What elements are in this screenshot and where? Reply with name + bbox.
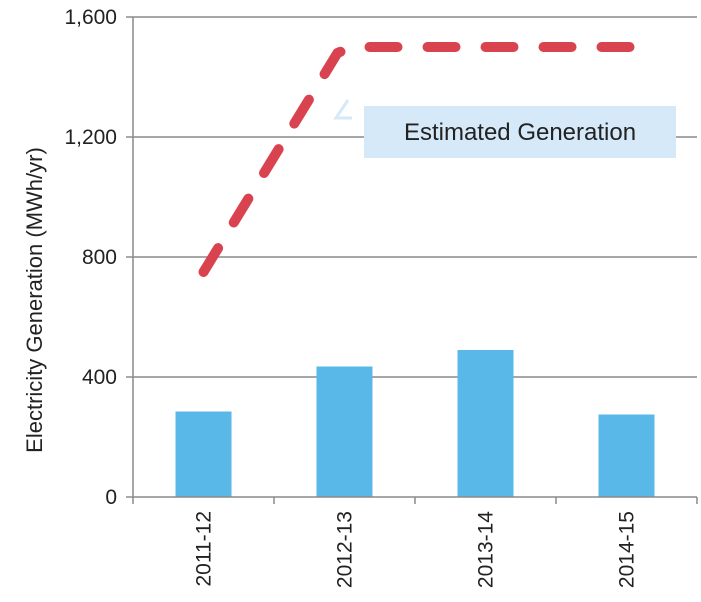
x-tick-label-2: 2013-14	[475, 511, 498, 588]
y-tick-label-4: 1,600	[64, 6, 117, 29]
annotation-label: Estimated Generation	[404, 119, 636, 146]
y-axis-title: Electricity Generation (MWh/yr)	[22, 147, 47, 453]
y-tick-label-1: 400	[82, 366, 117, 389]
bar-2014-15	[598, 414, 655, 497]
annotation-box	[364, 106, 676, 158]
bar-2013-14	[457, 350, 514, 497]
x-tick-label-1: 2012-13	[334, 511, 357, 588]
bars	[175, 350, 655, 497]
bar-2012-13	[316, 366, 373, 497]
y-tick-labels: 0 400 800 1,200 1,600	[64, 6, 117, 509]
x-tick-labels: 2011-12 2012-13 2013-14 2014-15	[193, 511, 639, 588]
x-tick-label-3: 2014-15	[616, 511, 639, 588]
y-tick-label-0: 0	[105, 486, 117, 509]
annotation-leader	[333, 99, 352, 120]
axes	[126, 16, 698, 504]
bar-2011-12	[175, 411, 232, 497]
gridlines	[133, 16, 697, 378]
annotation-callout: Estimated Generation	[333, 99, 676, 158]
x-tick-label-0: 2011-12	[193, 511, 216, 587]
estimated-generation-line	[198, 42, 646, 277]
y-tick-label-2: 800	[82, 246, 117, 269]
y-tick-label-3: 1,200	[64, 126, 117, 149]
estimated-generation-path	[198, 42, 646, 277]
